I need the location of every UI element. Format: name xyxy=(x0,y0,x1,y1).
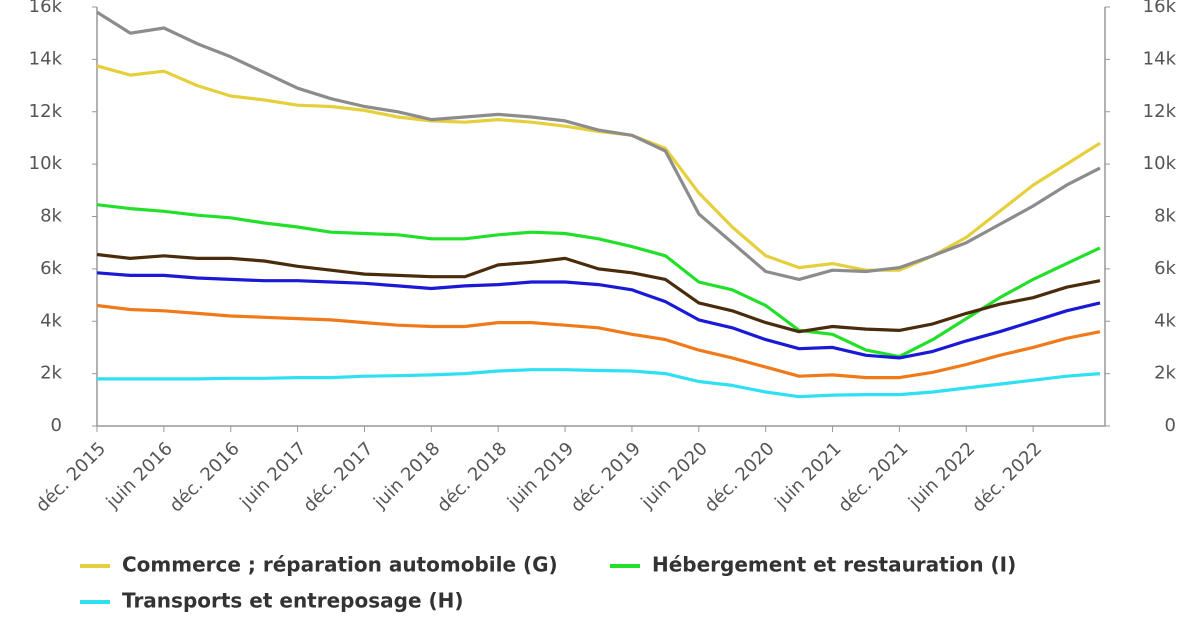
y-tick-label: 14k xyxy=(29,48,63,69)
legend-label: Transports et entreposage (H) xyxy=(122,589,464,613)
y-tick-label: 10k xyxy=(29,153,63,174)
series-line xyxy=(96,10,1101,281)
x-tick-label: déc. 2022 xyxy=(968,438,1046,516)
y-tick-label: 4k xyxy=(40,310,62,331)
y2-tick-label: 12k xyxy=(1143,101,1177,122)
y2-tick-label: 2k xyxy=(1154,363,1176,384)
y2-tick-label: 0 xyxy=(1165,415,1176,436)
y2-tick-label: 6k xyxy=(1154,258,1176,279)
x-tick-label: déc. 2015 xyxy=(32,438,110,516)
y2-tick-label: 14k xyxy=(1143,48,1177,69)
series-line xyxy=(96,203,1101,359)
y2-tick-label: 16k xyxy=(1143,0,1177,17)
series-line xyxy=(96,271,1101,360)
series-line xyxy=(96,252,1101,334)
y2-tick-label: 10k xyxy=(1143,153,1177,174)
x-tick-label: déc. 2021 xyxy=(834,438,912,516)
x-tick-label: déc. 2020 xyxy=(700,438,778,516)
series-line xyxy=(97,368,1101,399)
y-tick-label: 6k xyxy=(40,258,62,279)
y2-tick-label: 4k xyxy=(1154,310,1176,331)
y2-tick-label: 8k xyxy=(1154,206,1176,227)
x-tick-label: déc. 2018 xyxy=(433,438,511,516)
y-tick-label: 8k xyxy=(40,206,62,227)
series-line xyxy=(96,303,1101,380)
y-tick-label: 12k xyxy=(29,101,63,122)
y-tick-label: 0 xyxy=(51,415,62,436)
y-tick-label: 16k xyxy=(29,0,63,17)
x-tick-label: déc. 2017 xyxy=(299,438,377,516)
x-tick-label: déc. 2019 xyxy=(567,438,645,516)
legend-label: Hébergement et restauration (I) xyxy=(652,553,1016,577)
legend-label: Commerce ; réparation automobile (G) xyxy=(122,553,558,577)
x-tick-label: déc. 2016 xyxy=(166,438,244,516)
y-tick-label: 2k xyxy=(40,363,62,384)
